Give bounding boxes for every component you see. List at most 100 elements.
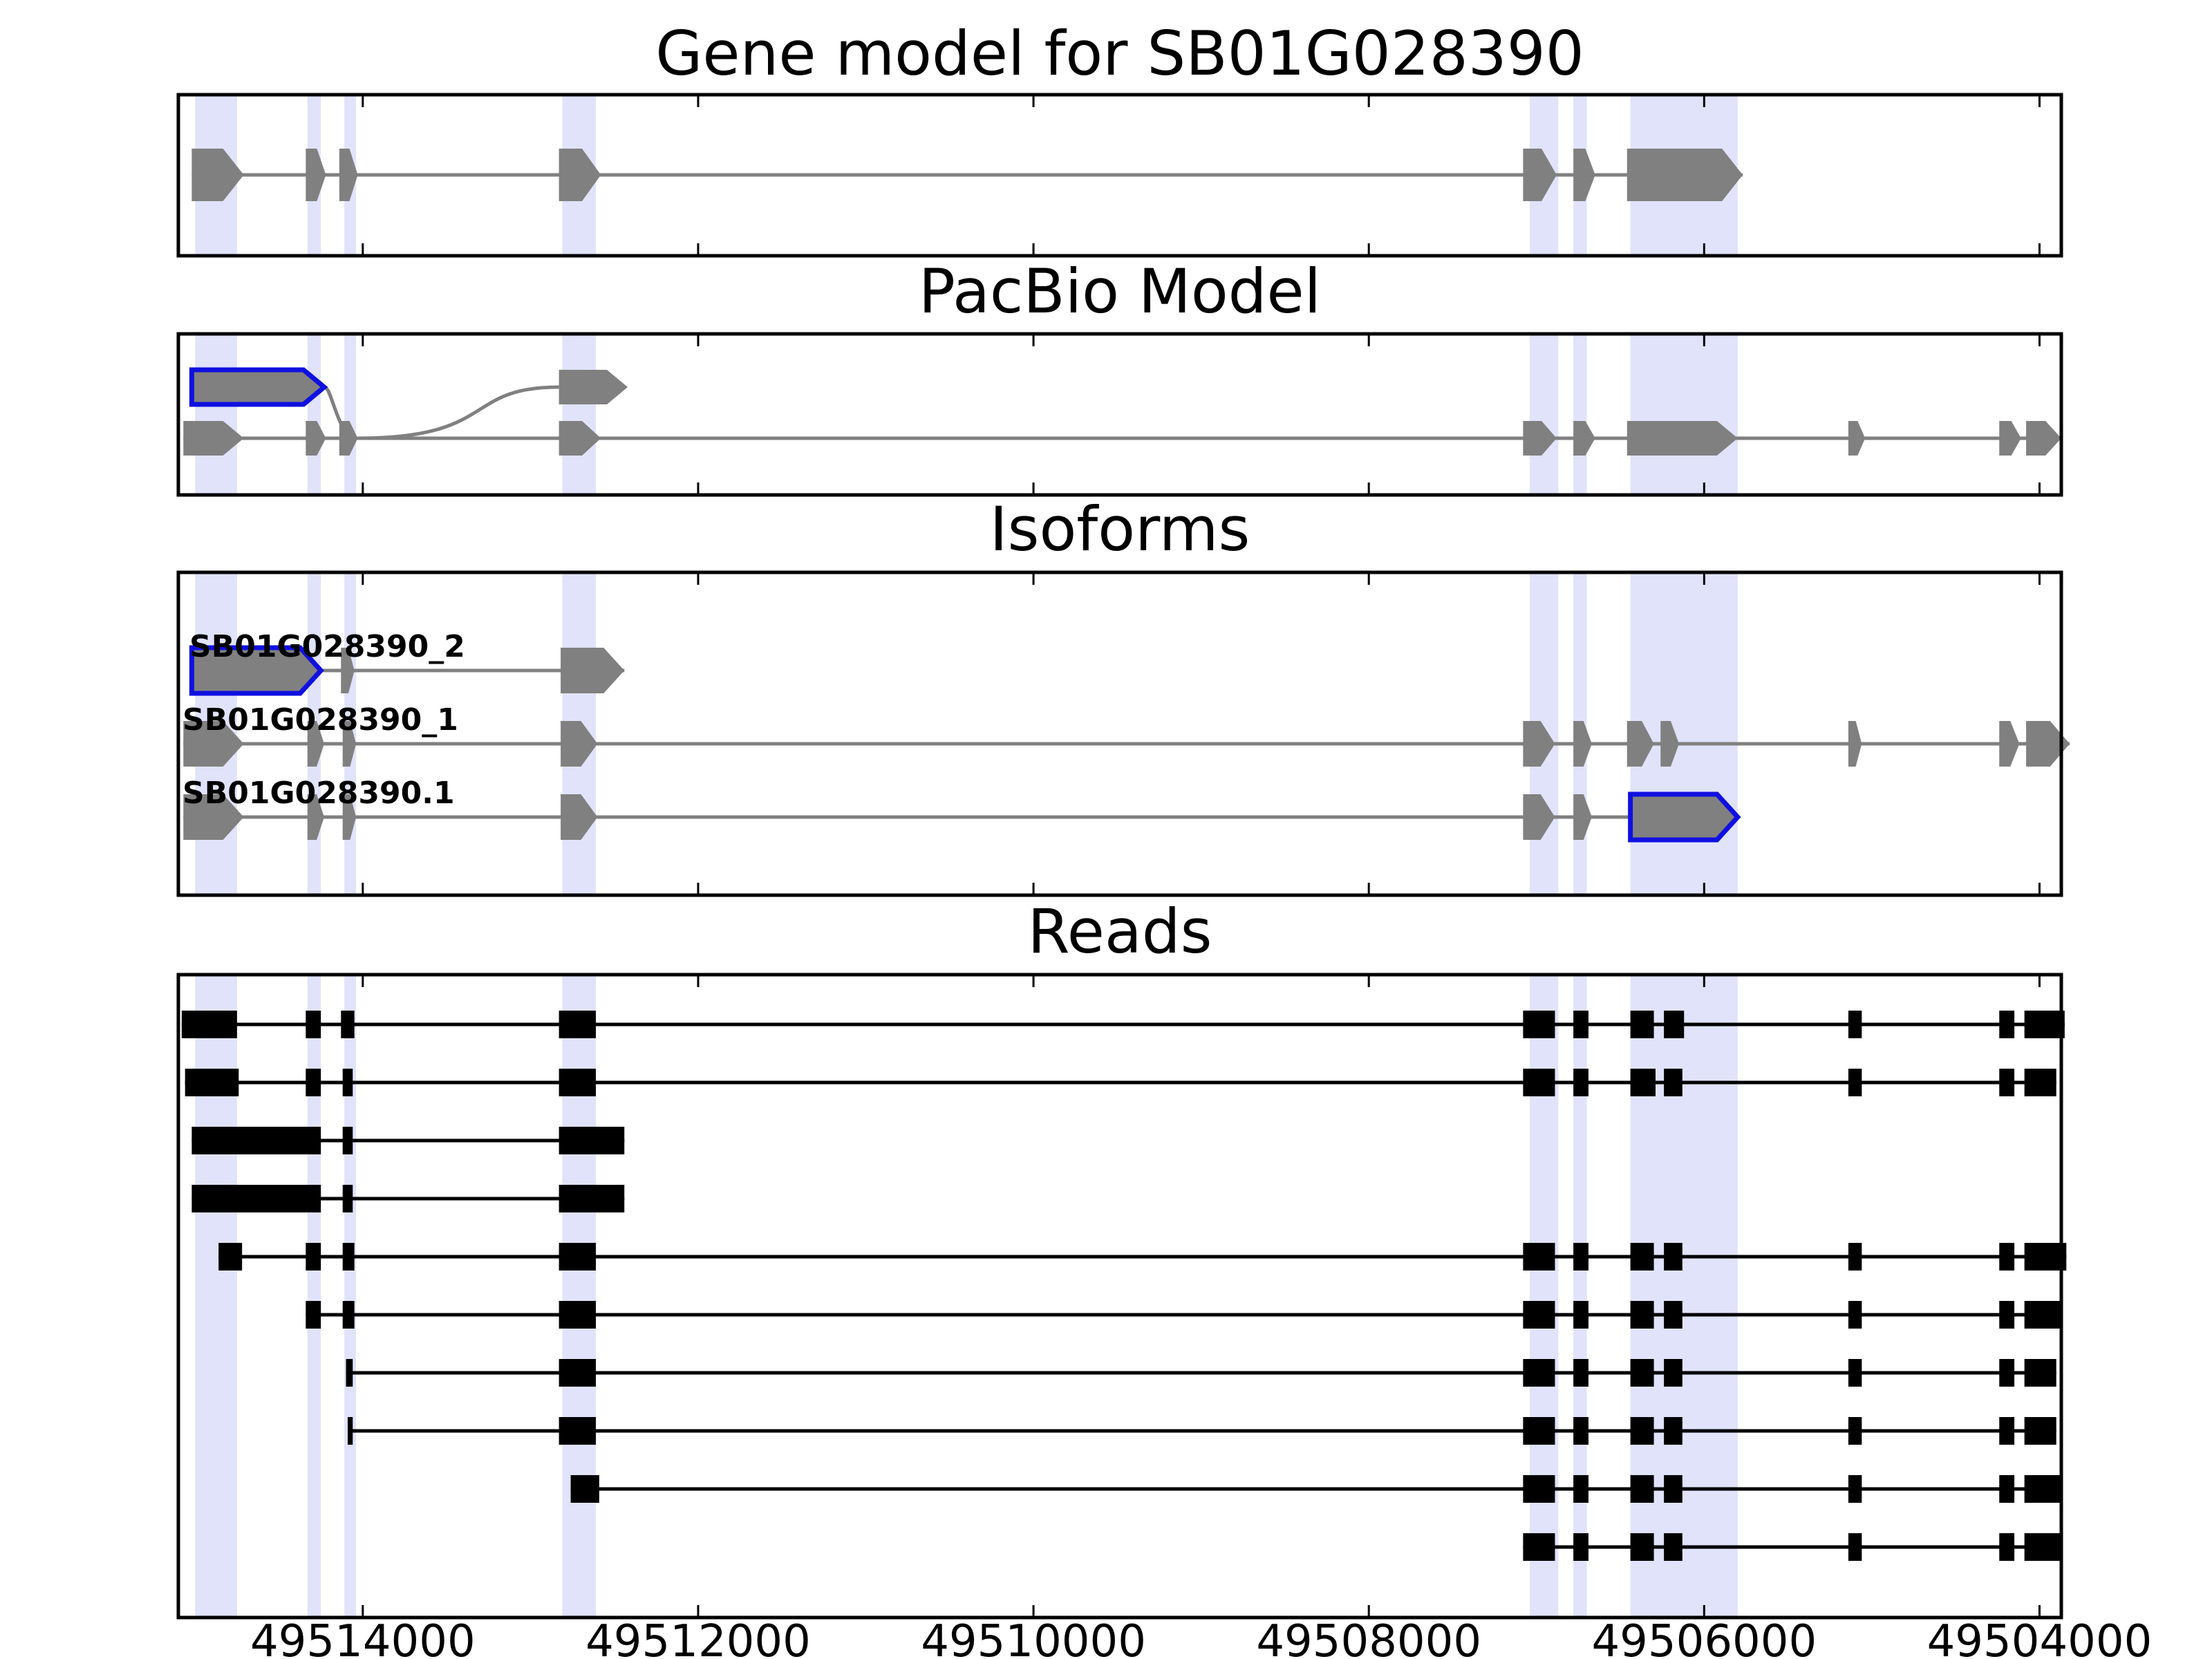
isoform-exon [561,648,625,693]
read-exon-block [306,1243,321,1271]
pacbio-exon [1573,421,1595,456]
read-exon-block [218,1243,243,1271]
read-exon-block [1630,1011,1654,1038]
read-exon-block [2024,1533,2063,1561]
read-exon-block [1523,1417,1555,1445]
read-exon-block [559,1127,625,1154]
read-row [185,1069,2056,1096]
pacbio-exon [2026,421,2061,456]
read-exon-block [1999,1069,2015,1096]
pacbio-highlight-band [562,334,596,495]
isoform-exon [1523,794,1555,840]
isoform-exon [342,794,357,840]
read-exon-block [181,1011,237,1038]
isoform-label: SB01G028390_1 [182,702,458,738]
read-exon-block [306,1301,321,1329]
read-exon-block [1573,1301,1588,1329]
read-exon-block [1848,1359,1862,1387]
x-tick-label: 49508000 [1256,1616,1481,1659]
pacbio-panel-title: PacBio Model [919,256,1321,327]
read-exon-block [1664,1069,1683,1096]
x-axis: 49514000 49512000 49510000 49508000 49506000… [250,1616,2152,1659]
gene-model-frame [176,93,2063,258]
read-exon-block [185,1069,239,1096]
pacbio-junction-curve [357,385,559,440]
read-exon-block [559,1185,625,1212]
read-exon-block [1664,1301,1683,1329]
read-exon-block [1630,1533,1654,1561]
read-exon-block [1848,1301,1862,1329]
pacbio-highlight-band [344,334,357,495]
isoform-exon [183,721,244,767]
read-exon-block [1630,1301,1654,1329]
isoform-selected-exon [189,645,324,696]
isoform-exon [561,721,598,767]
pacbio-selected-exon [189,367,328,407]
pacbio-highlight-band [1630,334,1738,495]
isoform-track: SB01G028390_1 [182,702,2070,767]
read-exon-block [559,1069,596,1096]
read-exon-block [1630,1069,1656,1096]
read-exon-block [2024,1011,2065,1038]
x-tick-label: 49512000 [585,1616,811,1659]
read-exon-block [1523,1533,1555,1561]
pacbio-exon [306,421,326,456]
read-exon-block [342,1301,355,1329]
gene-model-exon [306,149,326,201]
isoform-exon [1627,721,1654,767]
read-exon-block [1999,1475,2015,1503]
read-exon-block [346,1359,353,1387]
pacbio-exon [1848,421,1866,456]
reads-frame [176,973,2063,1620]
isoforms-panel-title: Isoforms [990,494,1250,565]
isoform-track: SB01G028390.1 [182,776,1741,843]
read-exon-block [1523,1475,1555,1503]
x-tick-label: 49514000 [250,1616,476,1659]
read-exon-block [1573,1417,1588,1445]
pacbio-frame [176,332,2063,497]
read-exon-block [1523,1359,1555,1387]
pacbio-highlight-band [195,334,237,495]
isoforms-panel: SB01G028390_2 SB01G028390_1 SB01G028390.1 [176,570,2070,897]
read-row [306,1301,2063,1329]
gene-model-exon [191,149,244,201]
read-row [181,1011,2065,1038]
read-exon-block [2024,1475,2063,1503]
read-exon-block [1664,1359,1683,1387]
read-exon-block [1630,1417,1654,1445]
read-exon-block [1664,1011,1685,1038]
read-row [1523,1533,2063,1561]
read-exon-block [342,1185,353,1212]
pacbio-junction-curve [323,385,359,440]
read-exon-block [1848,1011,1862,1038]
pacbio-model-panel [176,332,2063,497]
read-exon-block [342,1127,353,1154]
gene-model-panel [176,93,2063,258]
read-row [346,1359,2056,1387]
read-exon-block [342,1243,355,1271]
read-exon-block [2024,1301,2063,1329]
read-exon-block [1999,1359,2015,1387]
read-exon-block [1573,1243,1588,1271]
read-exon-block [1523,1243,1555,1271]
pacbio-highlight-band [307,334,321,495]
isoform-selected-exon [1628,791,1741,843]
x-tick-label: 49504000 [1927,1616,2153,1659]
read-exon-block [2024,1243,2067,1271]
gene-model-exon [1573,149,1595,201]
read-exon-block [1630,1475,1654,1503]
read-exon-block [1664,1417,1683,1445]
read-exon-block [1523,1301,1555,1329]
isoform-exon [307,794,325,840]
isoform-exon [1523,721,1555,767]
read-exon-block [559,1243,596,1271]
read-exon-block [1848,1533,1862,1561]
reads-panel-title: Reads [1028,896,1212,967]
read-exon-block [191,1185,321,1212]
isoform-exon [307,721,325,767]
x-tick-label: 49506000 [1591,1616,1817,1659]
read-exon-block [306,1011,321,1038]
isoform-label: SB01G028390_2 [189,629,465,664]
isoform-track: SB01G028390_2 [189,629,625,696]
